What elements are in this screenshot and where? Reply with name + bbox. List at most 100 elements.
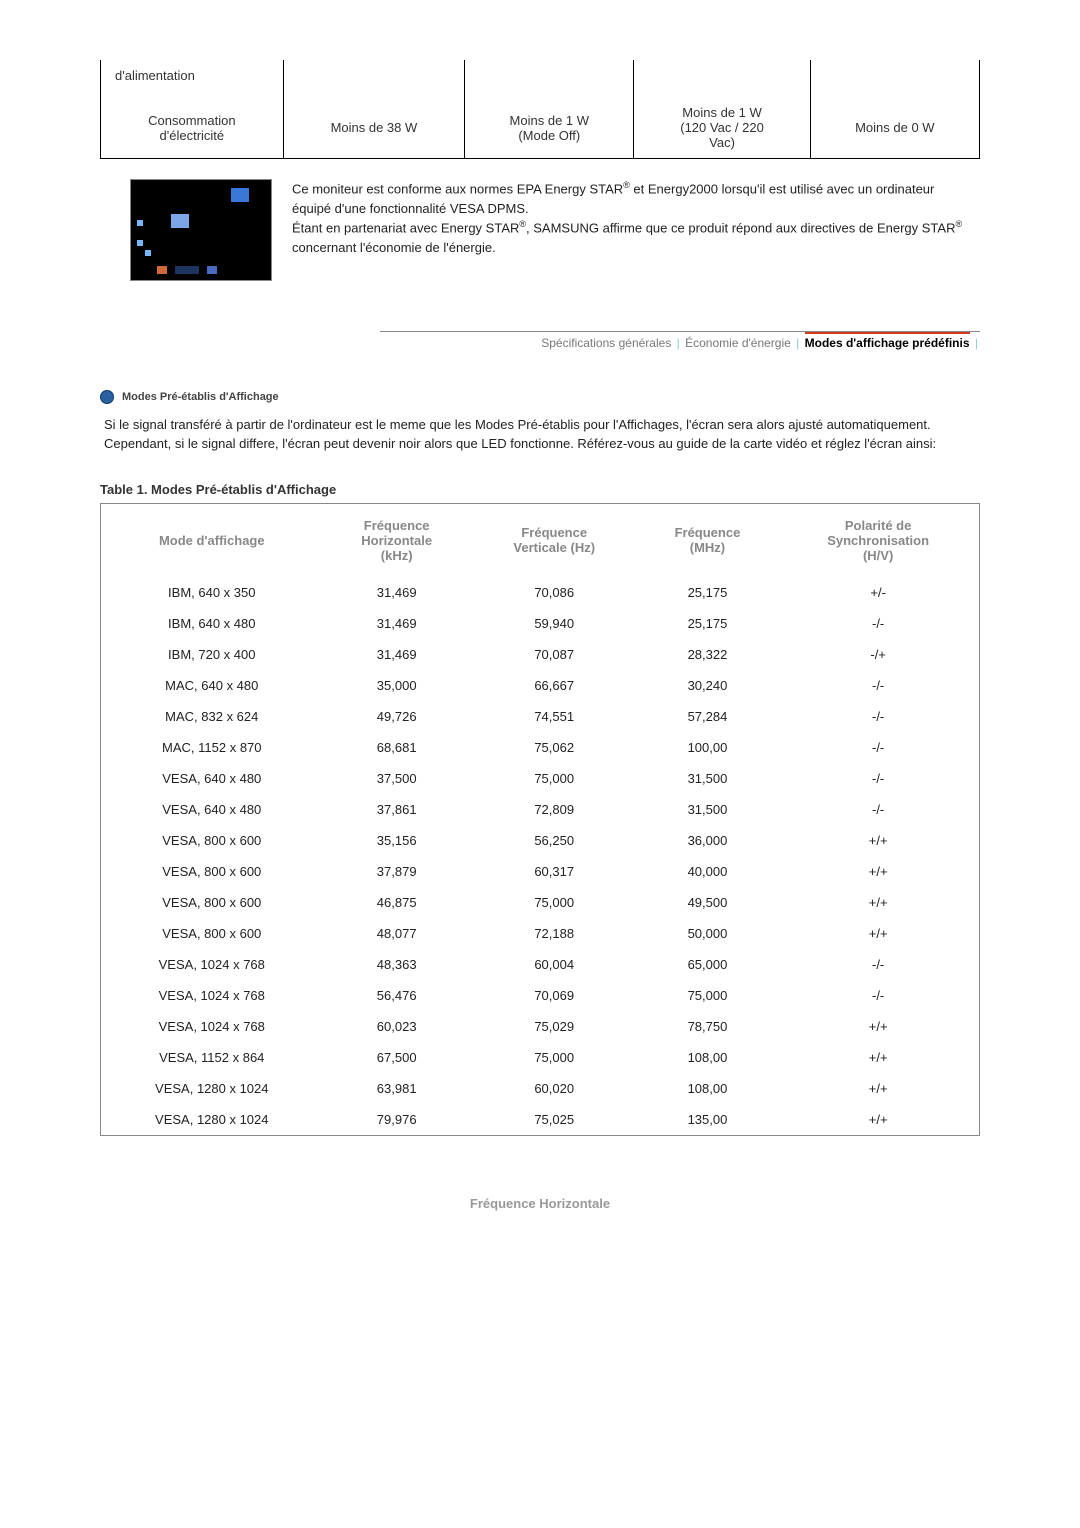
table-cell: 66,667 — [471, 670, 638, 701]
table-cell: 60,020 — [471, 1073, 638, 1104]
table-cell: 75,062 — [471, 732, 638, 763]
table-cell: 57,284 — [638, 701, 778, 732]
bullet-icon — [100, 390, 114, 404]
power-table-row: Consommation d'électricité Moins de 38 W… — [101, 97, 980, 159]
h-text: (MHz) — [690, 540, 725, 555]
tab-general[interactable]: Spécifications générales — [541, 336, 671, 350]
table-row: VESA, 800 x 60046,87575,00049,500+/+ — [101, 887, 980, 918]
modes-table: Mode d'affichage Fréquence Horizontale (… — [100, 503, 980, 1136]
table-cell: 31,500 — [638, 763, 778, 794]
power-text: Consommation — [148, 113, 235, 128]
tabs-row: Spécifications générales | Économie d'én… — [380, 331, 980, 350]
table-cell: 25,175 — [638, 577, 778, 608]
table-cell: +/+ — [777, 918, 979, 949]
table-cell: VESA, 1024 x 768 — [101, 949, 323, 980]
table-cell: VESA, 1024 x 768 — [101, 980, 323, 1011]
table-cell: VESA, 800 x 600 — [101, 918, 323, 949]
table-cell: MAC, 832 x 624 — [101, 701, 323, 732]
tab-modes-active[interactable]: Modes d'affichage prédéfinis — [805, 332, 970, 350]
table-cell: 75,025 — [471, 1104, 638, 1136]
power-text: (Mode Off) — [518, 128, 580, 143]
table-row: VESA, 1024 x 76860,02375,02978,750+/+ — [101, 1011, 980, 1042]
table-cell: -/- — [777, 608, 979, 639]
table-row: VESA, 640 x 48037,86172,80931,500-/- — [101, 794, 980, 825]
table-cell: 78,750 — [638, 1011, 778, 1042]
table-cell: 37,861 — [323, 794, 471, 825]
table-cell: VESA, 1152 x 864 — [101, 1042, 323, 1073]
table-cell: VESA, 1280 x 1024 — [101, 1104, 323, 1136]
table-cell: 70,086 — [471, 577, 638, 608]
power-cell — [465, 60, 634, 97]
h-text: Fréquence — [364, 518, 430, 533]
table-cell: VESA, 640 x 480 — [101, 763, 323, 794]
table-cell: 49,726 — [323, 701, 471, 732]
modes-header-cell: Fréquence (MHz) — [638, 503, 778, 577]
table-cell: 79,976 — [323, 1104, 471, 1136]
table-cell: 31,469 — [323, 639, 471, 670]
table-cell: 31,500 — [638, 794, 778, 825]
table-cell: VESA, 800 x 600 — [101, 887, 323, 918]
table-cell: 59,940 — [471, 608, 638, 639]
table-cell: 48,363 — [323, 949, 471, 980]
power-cell: Moins de 1 W (Mode Off) — [465, 97, 634, 159]
power-text: Vac) — [709, 135, 735, 150]
table-cell: 75,000 — [638, 980, 778, 1011]
reg-mark: ® — [955, 219, 962, 229]
power-cell: Consommation d'électricité — [101, 97, 284, 159]
table-cell: 74,551 — [471, 701, 638, 732]
table-cell: 67,500 — [323, 1042, 471, 1073]
table-cell: 60,023 — [323, 1011, 471, 1042]
tab-separator: | — [677, 336, 680, 350]
table-cell: 75,000 — [471, 1042, 638, 1073]
table-cell: 50,000 — [638, 918, 778, 949]
table-cell: MAC, 640 x 480 — [101, 670, 323, 701]
table-cell: -/- — [777, 949, 979, 980]
table-cell: +/+ — [777, 1011, 979, 1042]
table-row: IBM, 720 x 40031,46970,08728,322-/+ — [101, 639, 980, 670]
table-cell: 35,000 — [323, 670, 471, 701]
h-text: Synchronisation — [827, 533, 929, 548]
table-row: IBM, 640 x 35031,46970,08625,175+/- — [101, 577, 980, 608]
footer-label: Fréquence Horizontale — [100, 1196, 980, 1211]
tab-separator: | — [796, 336, 799, 350]
table-cell: +/- — [777, 577, 979, 608]
table-row: MAC, 832 x 62449,72674,55157,284-/- — [101, 701, 980, 732]
table-row: IBM, 640 x 48031,46959,94025,175-/- — [101, 608, 980, 639]
table-cell: 72,809 — [471, 794, 638, 825]
table-cell: 25,175 — [638, 608, 778, 639]
table-cell: 75,029 — [471, 1011, 638, 1042]
table-cell: -/- — [777, 763, 979, 794]
tab-separator: | — [975, 336, 978, 350]
table-cell: IBM, 640 x 350 — [101, 577, 323, 608]
power-cell — [283, 60, 464, 97]
power-table: d'alimentation Consommation d'électricit… — [100, 60, 980, 159]
table-cell: +/+ — [777, 1104, 979, 1136]
table-cell: 48,077 — [323, 918, 471, 949]
table-cell: 75,000 — [471, 763, 638, 794]
table-row: VESA, 1280 x 102463,98160,020108,00+/+ — [101, 1073, 980, 1104]
power-text: d'électricité — [160, 128, 225, 143]
table-cell: VESA, 1024 x 768 — [101, 1011, 323, 1042]
power-text: Moins de 1 W — [682, 105, 761, 120]
table-cell: 56,476 — [323, 980, 471, 1011]
table-cell: 70,069 — [471, 980, 638, 1011]
table-cell: -/- — [777, 980, 979, 1011]
table-row: VESA, 1024 x 76856,47670,06975,000-/- — [101, 980, 980, 1011]
table-cell: +/+ — [777, 887, 979, 918]
energy-star-image — [130, 179, 272, 281]
reg-mark: ® — [623, 180, 630, 190]
energy-text-line: Ce moniteur est conforme aux normes EPA … — [292, 181, 623, 196]
energy-block: Ce moniteur est conforme aux normes EPA … — [130, 179, 970, 281]
table-row: VESA, 640 x 48037,50075,00031,500-/- — [101, 763, 980, 794]
energy-text-line: concernant l'économie de l'énergie. — [292, 240, 496, 255]
table-cell: 37,500 — [323, 763, 471, 794]
table-cell: 31,469 — [323, 577, 471, 608]
tab-modes-label: Modes d'affichage prédéfinis — [805, 336, 970, 350]
modes-header-cell: Fréquence Verticale (Hz) — [471, 503, 638, 577]
tab-energy[interactable]: Économie d'énergie — [685, 336, 791, 350]
modes-header-cell: Polarité de Synchronisation (H/V) — [777, 503, 979, 577]
table-cell: -/- — [777, 670, 979, 701]
table-cell: 28,322 — [638, 639, 778, 670]
table-cell: VESA, 1280 x 1024 — [101, 1073, 323, 1104]
table-cell: VESA, 800 x 600 — [101, 856, 323, 887]
